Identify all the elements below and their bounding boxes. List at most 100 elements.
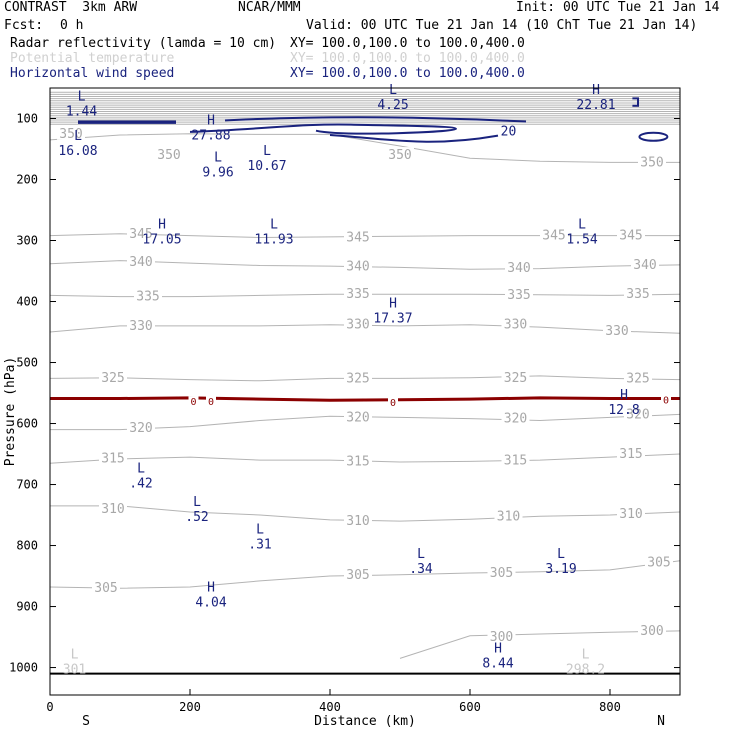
model-title: CONTRAST 3km ARW [4, 0, 138, 15]
extremum-value: 1.54 [566, 232, 597, 247]
freezing-level-label: 0 [390, 398, 396, 409]
extremum-type: L [193, 495, 201, 510]
y-tick-label: 100 [16, 112, 38, 126]
valid-time: Valid: 00 UTC Tue 21 Jan 14 (10 ChT Tue … [306, 18, 698, 33]
extremum-value: .31 [248, 537, 271, 552]
wind-contour-cell [632, 97, 639, 107]
y-tick-label: 600 [16, 417, 38, 431]
theta-label-bg [344, 370, 372, 385]
theta-label: 340 [129, 255, 152, 270]
extremum-value: 1.44 [66, 104, 97, 119]
south-end-label: S [82, 714, 90, 729]
theta-label-bg [501, 452, 530, 467]
theta-label-bg [134, 288, 162, 303]
theta-label: 335 [136, 290, 159, 305]
theta-label-bg [487, 629, 516, 644]
theta-label-bg [603, 322, 631, 337]
y-tick-label: 500 [16, 356, 38, 370]
theta-label: 330 [504, 318, 527, 333]
extremum-type: L [137, 461, 145, 476]
wind-contour-cell [638, 131, 669, 142]
extremum-value: .34 [409, 562, 433, 577]
theta-label: 310 [497, 509, 520, 524]
extremum-type: L [557, 547, 565, 562]
theta-label-bg [344, 513, 372, 528]
extremum-value: 4.25 [377, 98, 408, 113]
theta-label-bg [501, 369, 530, 384]
wind-contour [224, 116, 527, 123]
organization: NCAR/MMM [238, 0, 301, 15]
extremum-type: H [207, 580, 215, 595]
plot-frame [49, 87, 681, 696]
theta-label: 350 [157, 148, 180, 163]
extremum-type: L [389, 83, 397, 98]
freezing-label-bg [661, 394, 671, 406]
theta-label: 305 [346, 568, 369, 583]
theta-contour-350 [49, 133, 680, 163]
extremum-type: H [494, 641, 502, 656]
theta-label-bg [344, 566, 372, 581]
theta-label-bg [57, 125, 85, 140]
theta-label-bg [505, 259, 533, 274]
extremum-type: L [71, 647, 79, 662]
theta-label: 305 [94, 581, 117, 596]
extremum-value: 4.04 [195, 595, 226, 610]
extremum-value: .52 [185, 510, 208, 525]
extremum-type: H [158, 217, 166, 232]
theta-label: 310 [619, 507, 642, 522]
theta-label: 330 [605, 324, 628, 339]
extremum-type: L [256, 522, 264, 537]
extremum-value: 298.2 [566, 662, 605, 677]
theta-label: 315 [504, 454, 527, 469]
theta-label: 325 [626, 371, 649, 386]
extremum-type: L [582, 647, 590, 662]
theta-label-bg [624, 406, 652, 421]
theta-label: 325 [101, 371, 124, 386]
y-tick-label: 800 [16, 539, 38, 553]
extremum-value: 10.67 [247, 159, 286, 174]
field-reflectivity-xy: XY= 100.0,100.0 to 100.0,400.0 [290, 36, 525, 51]
theta-label: 345 [619, 229, 642, 244]
theta-label-bg [386, 147, 414, 162]
wind-contour-label: 20 [501, 125, 517, 140]
field-theta-name: Potential temperature [10, 51, 175, 66]
theta-label-bg [127, 317, 155, 332]
theta-label-bg [127, 419, 155, 434]
theta-label: 335 [507, 288, 530, 303]
theta-label: 350 [59, 127, 82, 142]
theta-label-bg [501, 316, 530, 331]
x-tick-label: 400 [319, 700, 341, 714]
theta-label-bg [487, 564, 516, 579]
freezing-label-bg [206, 396, 216, 408]
y-tick-label: 300 [16, 234, 38, 248]
theta-label: 345 [542, 229, 565, 244]
extremum-value: 9.96 [202, 165, 233, 180]
init-time: Init: 00 UTC Tue 21 Jan 14 [516, 0, 720, 15]
theta-label: 325 [504, 371, 527, 386]
theta-label-bg [344, 409, 372, 424]
plot-header: CONTRAST 3km ARW NCAR/MMM Init: 00 UTC T… [0, 0, 740, 85]
field-wind-xy: XY= 100.0,100.0 to 100.0,400.0 [290, 66, 525, 81]
extremum-type: L [74, 129, 82, 144]
theta-label-bg [92, 580, 120, 595]
freezing-label-bg [188, 396, 199, 408]
extremum-value: 8.44 [482, 656, 513, 671]
theta-label: 320 [504, 412, 527, 427]
theta-label: 300 [490, 630, 513, 645]
theta-label-bg [645, 554, 673, 569]
y-tick-label: 900 [16, 600, 38, 614]
extremum-value: 3.19 [545, 562, 576, 577]
theta-label-bg [344, 258, 372, 273]
theta-label: 325 [346, 371, 369, 386]
theta-label: 310 [101, 502, 124, 517]
theta-label: 320 [129, 421, 152, 436]
theta-label-bg [505, 286, 533, 301]
extremum-value: 17.05 [142, 232, 181, 247]
forecast-label: Fcst: [4, 18, 44, 33]
plot-area [50, 88, 680, 695]
extremum-value: 22.81 [576, 98, 615, 113]
extremum-type: L [214, 150, 222, 165]
extremum-type: L [78, 89, 86, 104]
